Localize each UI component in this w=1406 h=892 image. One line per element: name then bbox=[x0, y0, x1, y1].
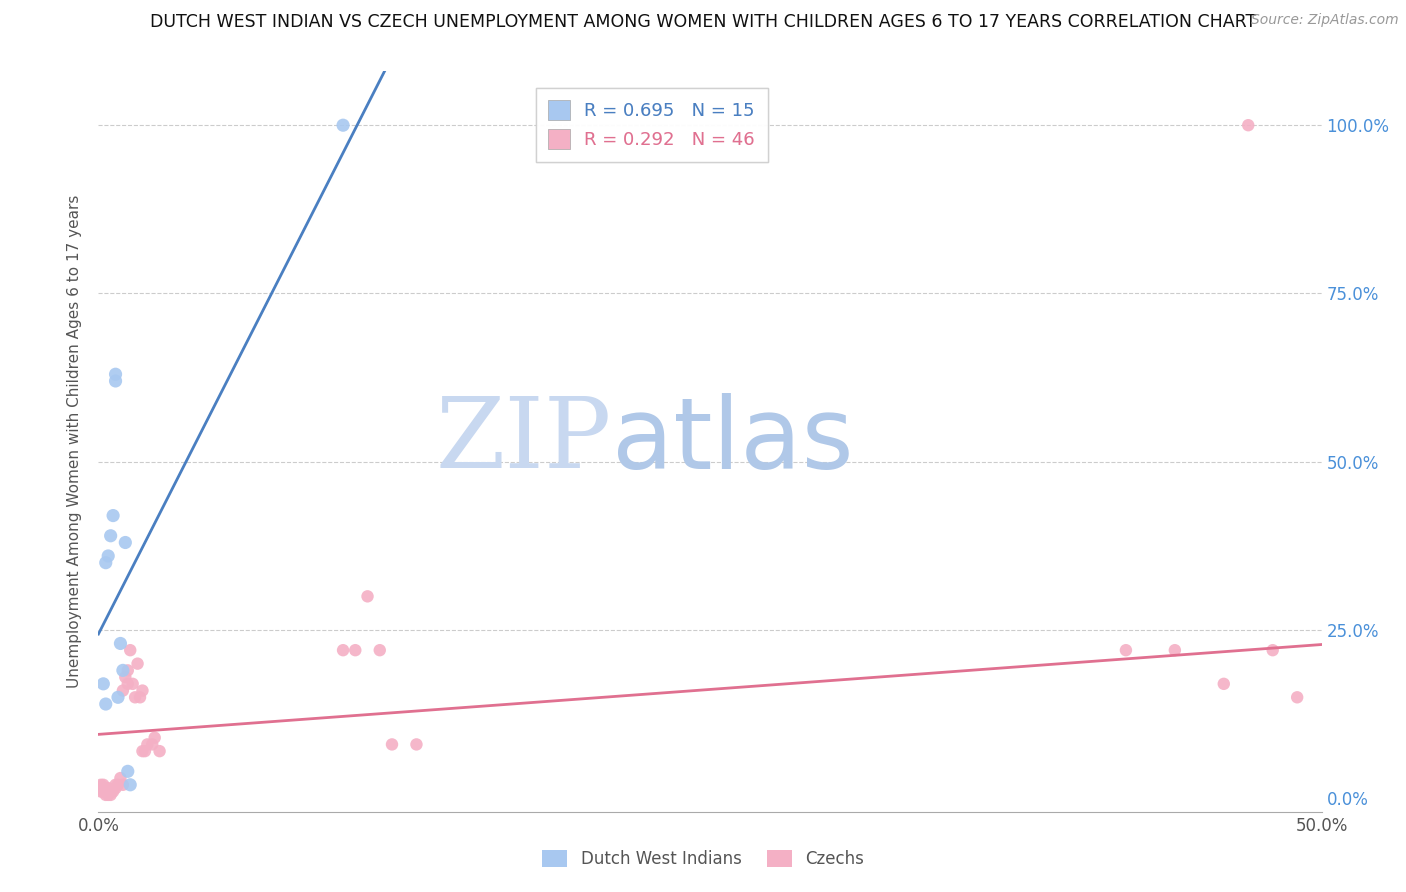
Point bbox=[121, 677, 143, 691]
Point bbox=[91, 778, 114, 792]
Point bbox=[97, 781, 120, 796]
Point bbox=[90, 778, 112, 792]
Point bbox=[114, 670, 136, 684]
Point bbox=[344, 643, 367, 657]
Point bbox=[120, 778, 142, 792]
Point bbox=[1261, 643, 1284, 657]
Point bbox=[1164, 643, 1187, 657]
Text: ZIP: ZIP bbox=[436, 393, 612, 490]
Point bbox=[356, 590, 378, 604]
Point bbox=[91, 784, 114, 798]
Point bbox=[141, 738, 163, 752]
Point bbox=[91, 677, 114, 691]
Point bbox=[405, 738, 427, 752]
Point bbox=[111, 778, 134, 792]
Point bbox=[127, 657, 149, 671]
Text: Source: ZipAtlas.com: Source: ZipAtlas.com bbox=[1251, 13, 1399, 28]
Point bbox=[107, 690, 129, 705]
Point bbox=[332, 118, 354, 132]
Point bbox=[117, 677, 139, 691]
Point bbox=[136, 738, 159, 752]
Point bbox=[1286, 690, 1309, 705]
Text: DUTCH WEST INDIAN VS CZECH UNEMPLOYMENT AMONG WOMEN WITH CHILDREN AGES 6 TO 17 Y: DUTCH WEST INDIAN VS CZECH UNEMPLOYMENT … bbox=[150, 13, 1256, 31]
Point bbox=[101, 508, 124, 523]
Point bbox=[110, 636, 132, 650]
Point bbox=[368, 643, 391, 657]
Point bbox=[94, 556, 117, 570]
Legend: R = 0.695   N = 15, R = 0.292   N = 46: R = 0.695 N = 15, R = 0.292 N = 46 bbox=[536, 87, 768, 161]
Point bbox=[107, 778, 129, 792]
Point bbox=[1115, 643, 1137, 657]
Text: atlas: atlas bbox=[612, 393, 853, 490]
Point bbox=[134, 744, 156, 758]
Point bbox=[110, 771, 132, 785]
Point bbox=[131, 683, 153, 698]
Point bbox=[143, 731, 166, 745]
Point bbox=[94, 788, 117, 802]
Point bbox=[97, 549, 120, 563]
Point bbox=[94, 697, 117, 711]
Point bbox=[100, 784, 122, 798]
Point bbox=[94, 781, 117, 796]
Point bbox=[104, 368, 127, 382]
Point bbox=[111, 683, 134, 698]
Point bbox=[104, 778, 127, 792]
Point bbox=[104, 781, 127, 796]
Point bbox=[97, 788, 120, 802]
Legend: Dutch West Indians, Czechs: Dutch West Indians, Czechs bbox=[536, 843, 870, 875]
Point bbox=[101, 784, 124, 798]
Point bbox=[129, 690, 152, 705]
Point bbox=[117, 764, 139, 779]
Point bbox=[381, 738, 404, 752]
Point bbox=[1237, 118, 1260, 132]
Point bbox=[114, 535, 136, 549]
Point bbox=[100, 788, 122, 802]
Point bbox=[120, 643, 142, 657]
Point bbox=[332, 643, 354, 657]
Point bbox=[131, 744, 153, 758]
Point bbox=[111, 664, 134, 678]
Point bbox=[104, 374, 127, 388]
Point bbox=[90, 784, 112, 798]
Point bbox=[117, 664, 139, 678]
Point bbox=[1212, 677, 1234, 691]
Point bbox=[124, 690, 146, 705]
Point bbox=[149, 744, 172, 758]
Y-axis label: Unemployment Among Women with Children Ages 6 to 17 years: Unemployment Among Women with Children A… bbox=[67, 194, 83, 689]
Point bbox=[100, 529, 122, 543]
